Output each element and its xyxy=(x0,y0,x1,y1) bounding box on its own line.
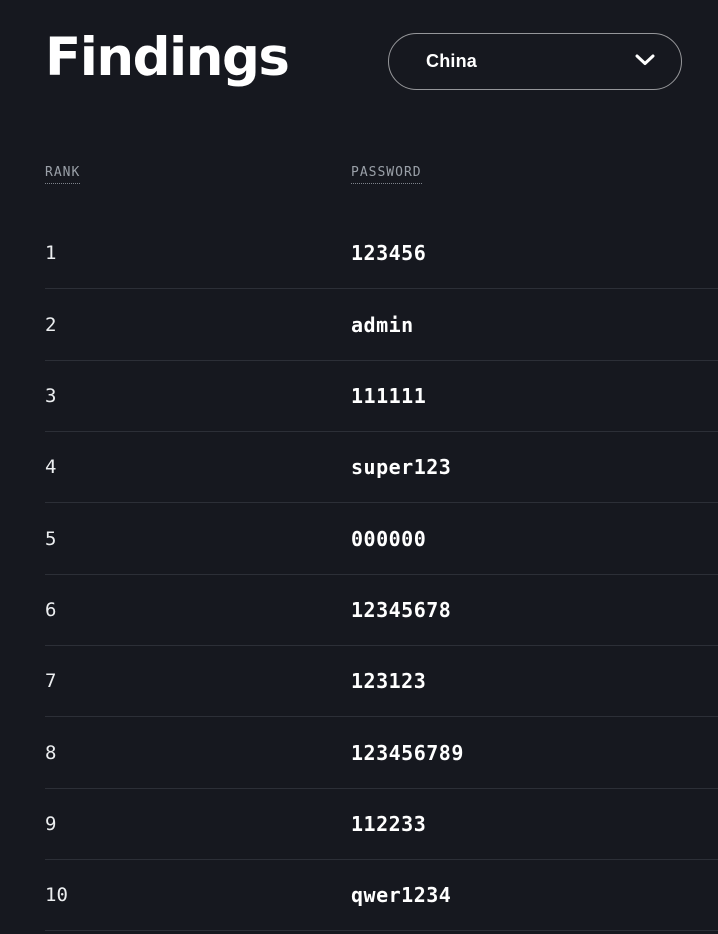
page-title: Findings xyxy=(45,27,290,88)
table-row: 2 admin xyxy=(45,289,718,361)
password-cell: admin xyxy=(351,312,414,337)
column-header-password[interactable]: PASSWORD xyxy=(351,165,422,184)
table-row: 10 qwer1234 xyxy=(45,860,718,932)
table-row: 6 12345678 xyxy=(45,575,718,647)
rank-cell: 3 xyxy=(45,384,57,407)
password-cell: 112233 xyxy=(351,811,427,836)
rank-cell: 6 xyxy=(45,598,57,621)
table-header-row: RANK PASSWORD xyxy=(45,165,718,184)
password-cell: 123123 xyxy=(351,669,427,694)
rank-cell: 10 xyxy=(45,884,68,907)
password-cell: 12345678 xyxy=(351,597,452,622)
password-cell: 111111 xyxy=(351,383,427,408)
rank-cell: 8 xyxy=(45,741,57,764)
rank-cell: 5 xyxy=(45,527,57,550)
rank-cell: 7 xyxy=(45,670,57,693)
table-row: 7 123123 xyxy=(45,646,718,718)
chevron-down-icon xyxy=(635,54,655,69)
table-row: 5 000000 xyxy=(45,503,718,575)
findings-table: 1 123456 2 admin 3 111111 4 super123 5 0… xyxy=(45,218,718,932)
country-selector-value: China xyxy=(426,51,478,71)
rank-cell: 9 xyxy=(45,812,57,835)
table-row: 9 112233 xyxy=(45,789,718,861)
table-row: 4 super123 xyxy=(45,432,718,504)
table-row: 1 123456 xyxy=(45,218,718,290)
table-row: 3 111111 xyxy=(45,361,718,433)
password-cell: 000000 xyxy=(351,526,427,551)
table-row: 8 123456789 xyxy=(45,717,718,789)
rank-cell: 4 xyxy=(45,456,57,479)
rank-cell: 1 xyxy=(45,242,57,265)
password-cell: qwer1234 xyxy=(351,883,452,908)
column-header-rank[interactable]: RANK xyxy=(45,165,81,184)
rank-cell: 2 xyxy=(45,313,57,336)
password-cell: 123456789 xyxy=(351,740,464,765)
country-selector[interactable]: China xyxy=(388,33,682,90)
password-cell: 123456 xyxy=(351,241,427,266)
password-cell: super123 xyxy=(351,455,452,480)
